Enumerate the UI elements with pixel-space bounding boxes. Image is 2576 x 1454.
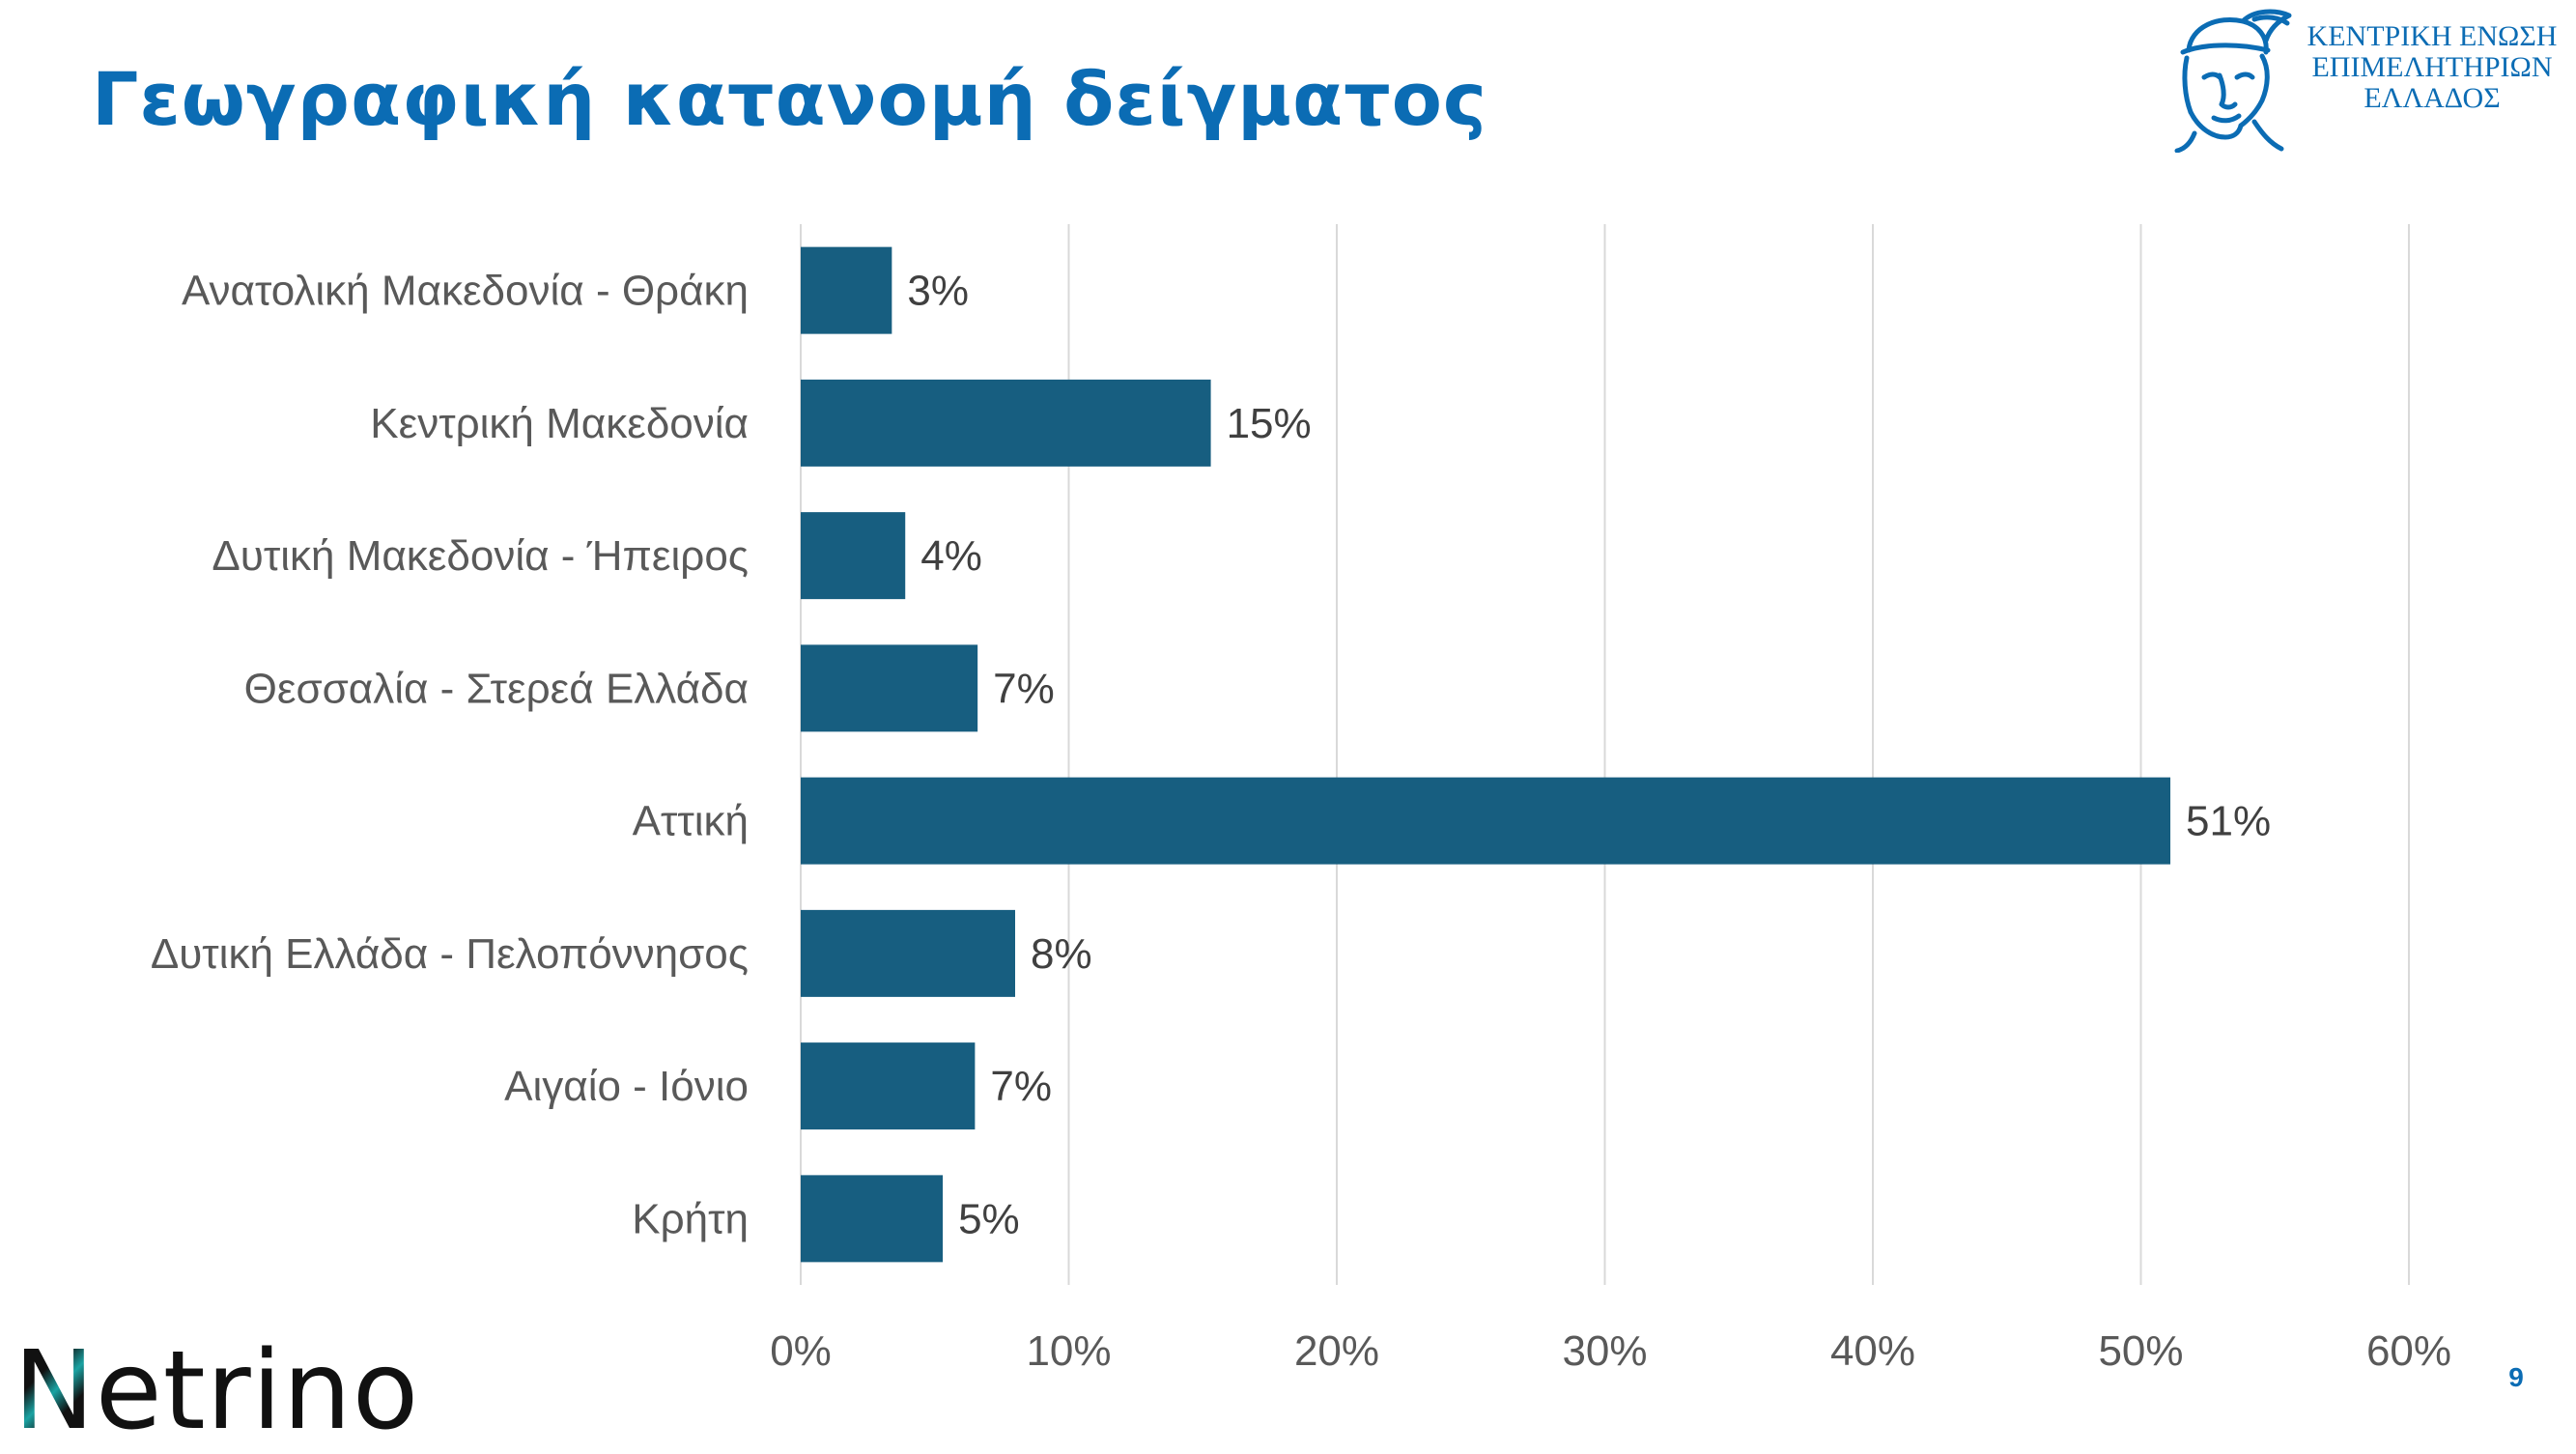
category-label: Κρήτη [632,1195,749,1242]
bar [801,379,1211,467]
data-label: 7% [993,665,1055,712]
data-label: 8% [1031,930,1092,978]
netrino-logo-rest: etrino [95,1328,420,1454]
bar [801,777,2171,865]
category-label: Αττική [633,798,749,845]
x-tick-label: 30% [1562,1327,1647,1375]
data-label: 7% [990,1063,1052,1110]
bar [801,1175,944,1263]
data-label: 3% [907,268,969,315]
category-label: Ανατολική Μακεδονία - Θράκη [182,268,749,315]
netrino-logo-initial: N [14,1328,96,1454]
bar [801,246,892,334]
data-label: 15% [1227,400,1312,447]
netrino-logo-text: Netrino [14,1328,419,1454]
bar [801,909,1015,997]
netrino-logo: Netrino [14,1328,419,1454]
x-tick-label: 60% [2366,1327,2451,1375]
bar [801,512,906,600]
bar [801,1042,976,1130]
data-label: 51% [2186,798,2271,845]
category-label: Αιγαίο - Ιόνιο [504,1063,749,1110]
x-tick-label: 20% [1294,1327,1379,1375]
x-tick-label: 0% [770,1327,832,1375]
keeh-logo-line-2: ΕΠΙΜΕΛΗΤΗΡΙΩΝ [2311,51,2553,83]
data-label: 4% [920,532,982,580]
keeh-logo-line-3: ΕΛΛΑΔΟΣ [2364,82,2501,114]
page-number: 9 [2508,1362,2524,1392]
category-label: Δυτική Μακεδονία - Ήπειρος [212,532,749,580]
bar [801,644,978,732]
slide-title: Γεωγραφική κατανομή δείγματος [92,56,1487,142]
category-label: Θεσσαλία - Στερεά Ελλάδα [244,665,749,712]
x-tick-label: 10% [1026,1327,1111,1375]
keeh-logo-line-1: ΚΕΝΤΡΙΚΗ ΕΝΩΣΗ [2307,20,2558,52]
hermes-head-icon [2174,9,2292,153]
data-label: 5% [958,1195,1020,1242]
category-label: Κεντρική Μακεδονία [370,400,749,447]
keeh-logo: ΚΕΝΤΡΙΚΗ ΕΝΩΣΗ ΕΠΙΜΕΛΗΤΗΡΙΩΝ ΕΛΛΑΔΟΣ [2162,8,2567,153]
category-label: Δυτική Ελλάδα - Πελοπόννησος [151,930,749,978]
x-tick-label: 50% [2098,1327,2183,1375]
x-tick-label: 40% [1830,1327,1915,1375]
